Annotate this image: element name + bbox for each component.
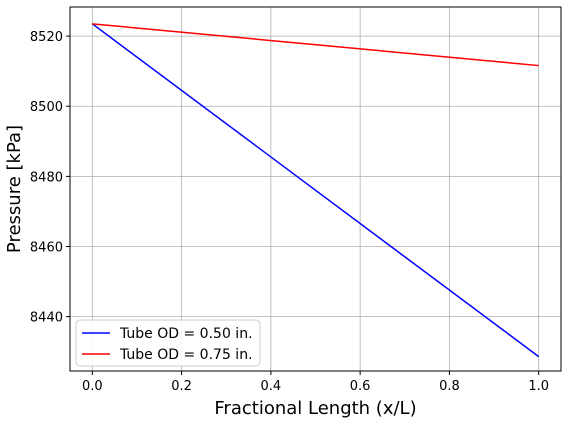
plot-area-frame xyxy=(69,6,562,372)
x-tick-label: 1.0 xyxy=(528,379,549,394)
y-tick-label: 8520 xyxy=(30,30,63,45)
x-tick-label: 0.6 xyxy=(350,379,371,394)
legend: Tube OD = 0.50 in. Tube OD = 0.75 in. xyxy=(75,319,261,367)
y-tick-label: 8480 xyxy=(30,170,63,185)
y-axis-label: Pressure [kPa] xyxy=(4,125,25,253)
series-lines xyxy=(91,23,540,358)
series-line-0 xyxy=(91,23,540,358)
legend-label-0: Tube OD = 0.50 in. xyxy=(119,326,253,342)
x-tick-label: 0.8 xyxy=(439,379,460,394)
y-tick-label: 8500 xyxy=(30,100,63,115)
y-tick-label: 8460 xyxy=(30,241,63,256)
x-axis-label: Fractional Length (x/L) xyxy=(214,398,416,419)
x-tick-label: 0.4 xyxy=(261,379,282,394)
x-tick-label: 0.0 xyxy=(82,379,103,394)
y-tick-label: 8440 xyxy=(30,311,63,326)
series-line-1 xyxy=(92,23,539,67)
legend-box xyxy=(75,319,261,367)
grid-lines xyxy=(70,7,561,371)
axis-ticks: 0.0 0.2 0.4 0.6 0.8 1.0 8440 8460 8480 8500 8520 xyxy=(30,30,549,394)
x-tick-label: 0.2 xyxy=(171,379,192,394)
legend-label-1: Tube OD = 0.75 in. xyxy=(119,347,253,363)
